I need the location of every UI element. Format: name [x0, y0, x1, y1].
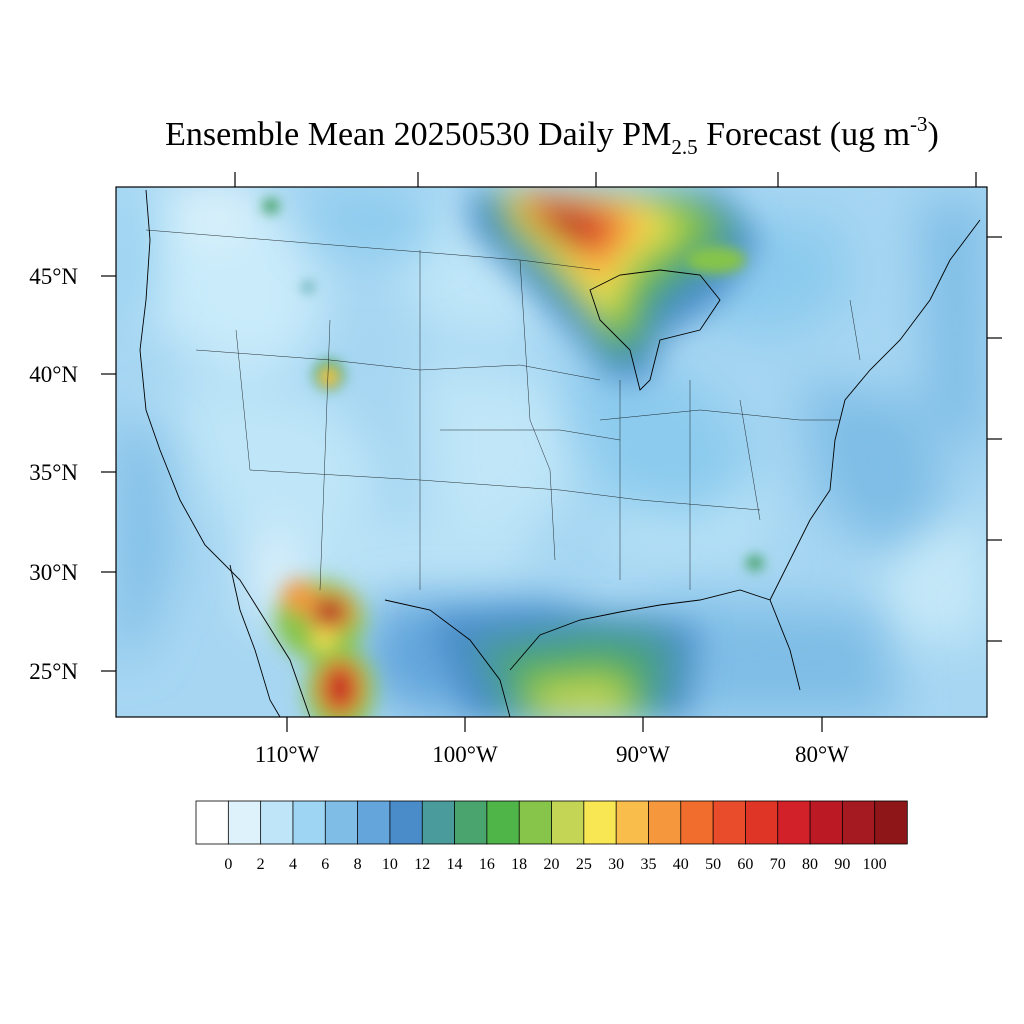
lon-label-100w: 100°W: [432, 742, 498, 767]
colorbar-swatch: [777, 800, 811, 845]
lat-label-25n: 25°N: [29, 659, 78, 684]
colorbar-swatch: [745, 800, 779, 845]
colorbar-tick-label: 30: [608, 856, 624, 873]
title-main: Ensemble Mean 20250530 Daily PM: [165, 116, 671, 153]
lon-label-90w: 90°W: [616, 742, 670, 767]
coastlines: [139, 189, 981, 717]
colorbar-tick-label: 16: [479, 856, 495, 873]
colorbar-swatch: [518, 800, 553, 845]
colorbar-swatch: [421, 800, 456, 845]
colorbar-swatch: [680, 800, 714, 845]
title-close: ): [928, 116, 939, 153]
colorbar-tick-label: 50: [705, 856, 721, 873]
title-subscript: 2.5: [671, 135, 697, 159]
colorbar-swatch: [809, 800, 844, 845]
pm25-field: [116, 187, 987, 717]
colorbar-tick-label: 60: [737, 856, 753, 873]
colorbar-swatch: [712, 800, 747, 845]
mexico-fires: [275, 580, 375, 717]
colorbar-swatch: [227, 800, 262, 845]
lat-label-35n: 35°N: [29, 460, 78, 485]
colorbar-swatch: [454, 800, 488, 845]
lon-label-80w: 80°W: [795, 742, 849, 767]
small-fires: [262, 198, 764, 571]
latitude-labels: 45°N 40°N 35°N 30°N 25°N: [29, 264, 78, 684]
lat-label-45n: 45°N: [29, 264, 78, 289]
colorbar-tick-label: 20: [544, 856, 560, 873]
colorbar-tick-label: 35: [640, 856, 656, 873]
colorbar-swatch: [195, 800, 230, 845]
colorbar-swatch: [551, 800, 585, 845]
colorbar-swatch: [486, 800, 520, 845]
colorbar-tick-label: 14: [447, 856, 463, 873]
colorbar-tick-label: 0: [224, 856, 232, 873]
colorbar-tick-label: 100: [863, 856, 887, 873]
colorbar-swatch: [324, 800, 359, 845]
state-borders: [145, 229, 861, 591]
colorbar-swatch: [615, 800, 650, 845]
lat-label-40n: 40°N: [29, 362, 78, 387]
colorbar: [195, 800, 908, 845]
colorbar-tick-label: 90: [834, 856, 850, 873]
colorbar-swatch: [292, 800, 326, 845]
title-superscript: -3: [910, 112, 928, 136]
map-frame: [115, 186, 988, 718]
colorbar-tick-label: 25: [576, 856, 592, 873]
colorbar-tick-label: 18: [511, 856, 527, 873]
title-rest: Forecast (ug m: [698, 116, 910, 153]
colorbar-swatch: [357, 800, 391, 845]
colorbar-labels: 0 2 4 6 8 10 12 14 16 18 20 25 30 35 40 50 60 70 80 90 100: [224, 856, 886, 873]
lat-label-30n: 30°N: [29, 560, 78, 585]
colorbar-tick-label: 10: [382, 856, 398, 873]
colorbar-tick-label: 6: [321, 856, 329, 873]
longitude-labels: 110°W 100°W 90°W 80°W: [255, 742, 850, 767]
colorbar-tick-label: 2: [257, 856, 265, 873]
colorbar-swatch: [583, 800, 617, 845]
colorbar-tick-label: 70: [770, 856, 786, 873]
colorbar-swatch: [260, 800, 294, 845]
gulf-of-mexico-plume: [430, 610, 700, 717]
colorbar-tick-label: 8: [354, 856, 362, 873]
canada-smoke-plume: [470, 190, 760, 380]
colorbar-tick-label: 4: [289, 856, 297, 873]
colorbar-swatch: [648, 800, 682, 845]
colorbar-swatch: [841, 800, 876, 845]
colorbar-tick-label: 12: [414, 856, 430, 873]
colorbar-swatch: [389, 800, 423, 845]
colorbar-tick-label: 80: [802, 856, 818, 873]
colorbar-swatch: [874, 800, 908, 845]
lon-label-110w: 110°W: [255, 742, 320, 767]
tick-marks: [101, 172, 1002, 732]
map-title: Ensemble Mean 20250530 Daily PM2.5 Forec…: [165, 112, 939, 159]
colorbar-tick-label: 40: [673, 856, 689, 873]
